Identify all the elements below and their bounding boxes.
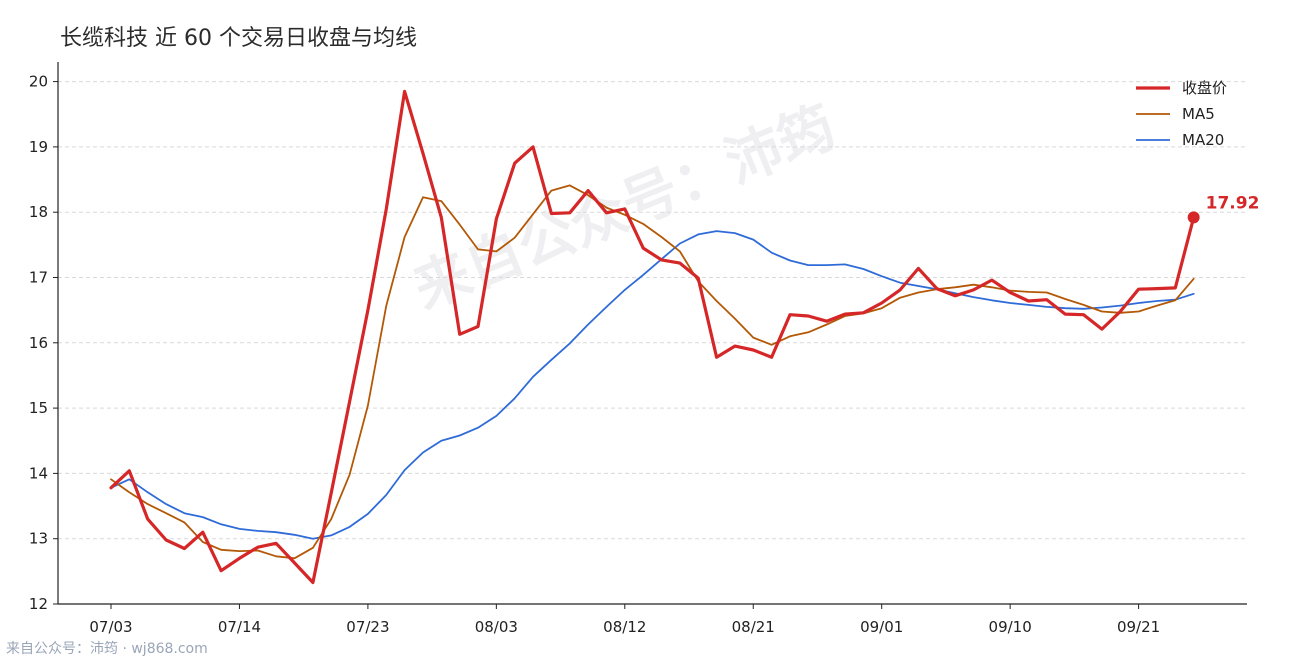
- x-tick-label: 07/14: [218, 618, 261, 636]
- x-tick-label: 08/12: [603, 618, 646, 636]
- chart-title: 长缆科技 近 60 个交易日收盘与均线: [60, 26, 417, 51]
- y-axis-ticks: 12 13 14 15 16 17 18 19 20: [29, 73, 58, 613]
- legend-label: MA20: [1182, 131, 1224, 149]
- footer-source: 来自公众号：沛筠 · wj868.com: [6, 641, 208, 657]
- x-tick-label: 08/03: [475, 618, 518, 636]
- legend-label: MA5: [1182, 105, 1215, 123]
- x-tick-label: 09/01: [860, 618, 903, 636]
- y-tick-label: 17: [29, 268, 48, 286]
- x-axis-ticks: 07/03 07/14 07/23 08/03 08/12 08/21 09/01 09/10…: [89, 604, 1160, 636]
- y-tick-label: 12: [29, 595, 48, 613]
- close-price-line: [109, 89, 1196, 585]
- y-tick-label: 18: [29, 203, 48, 221]
- y-tick-label: 13: [29, 530, 48, 548]
- x-tick-label: 09/10: [989, 618, 1032, 636]
- legend: 收盘价 MA5 MA20: [1136, 79, 1227, 149]
- last-close-label: 17.92: [1206, 193, 1260, 213]
- y-tick-label: 14: [29, 464, 48, 482]
- x-tick-label: 08/21: [732, 618, 775, 636]
- x-tick-label: 07/03: [89, 618, 132, 636]
- x-tick-label: 09/21: [1117, 618, 1160, 636]
- series-lines: [109, 89, 1196, 585]
- last-point: 17.92: [1187, 193, 1260, 224]
- ma5-line: [110, 184, 1195, 560]
- ma20-line: [110, 230, 1195, 540]
- legend-label: 收盘价: [1182, 79, 1227, 97]
- y-tick-label: 19: [29, 138, 48, 156]
- y-tick-label: 15: [29, 399, 48, 417]
- grid-lines: [58, 81, 1247, 605]
- x-tick-label: 07/23: [346, 618, 389, 636]
- last-close-marker: [1187, 211, 1200, 224]
- y-tick-label: 20: [29, 73, 48, 91]
- axes: [57, 62, 1247, 605]
- y-tick-label: 16: [29, 334, 48, 352]
